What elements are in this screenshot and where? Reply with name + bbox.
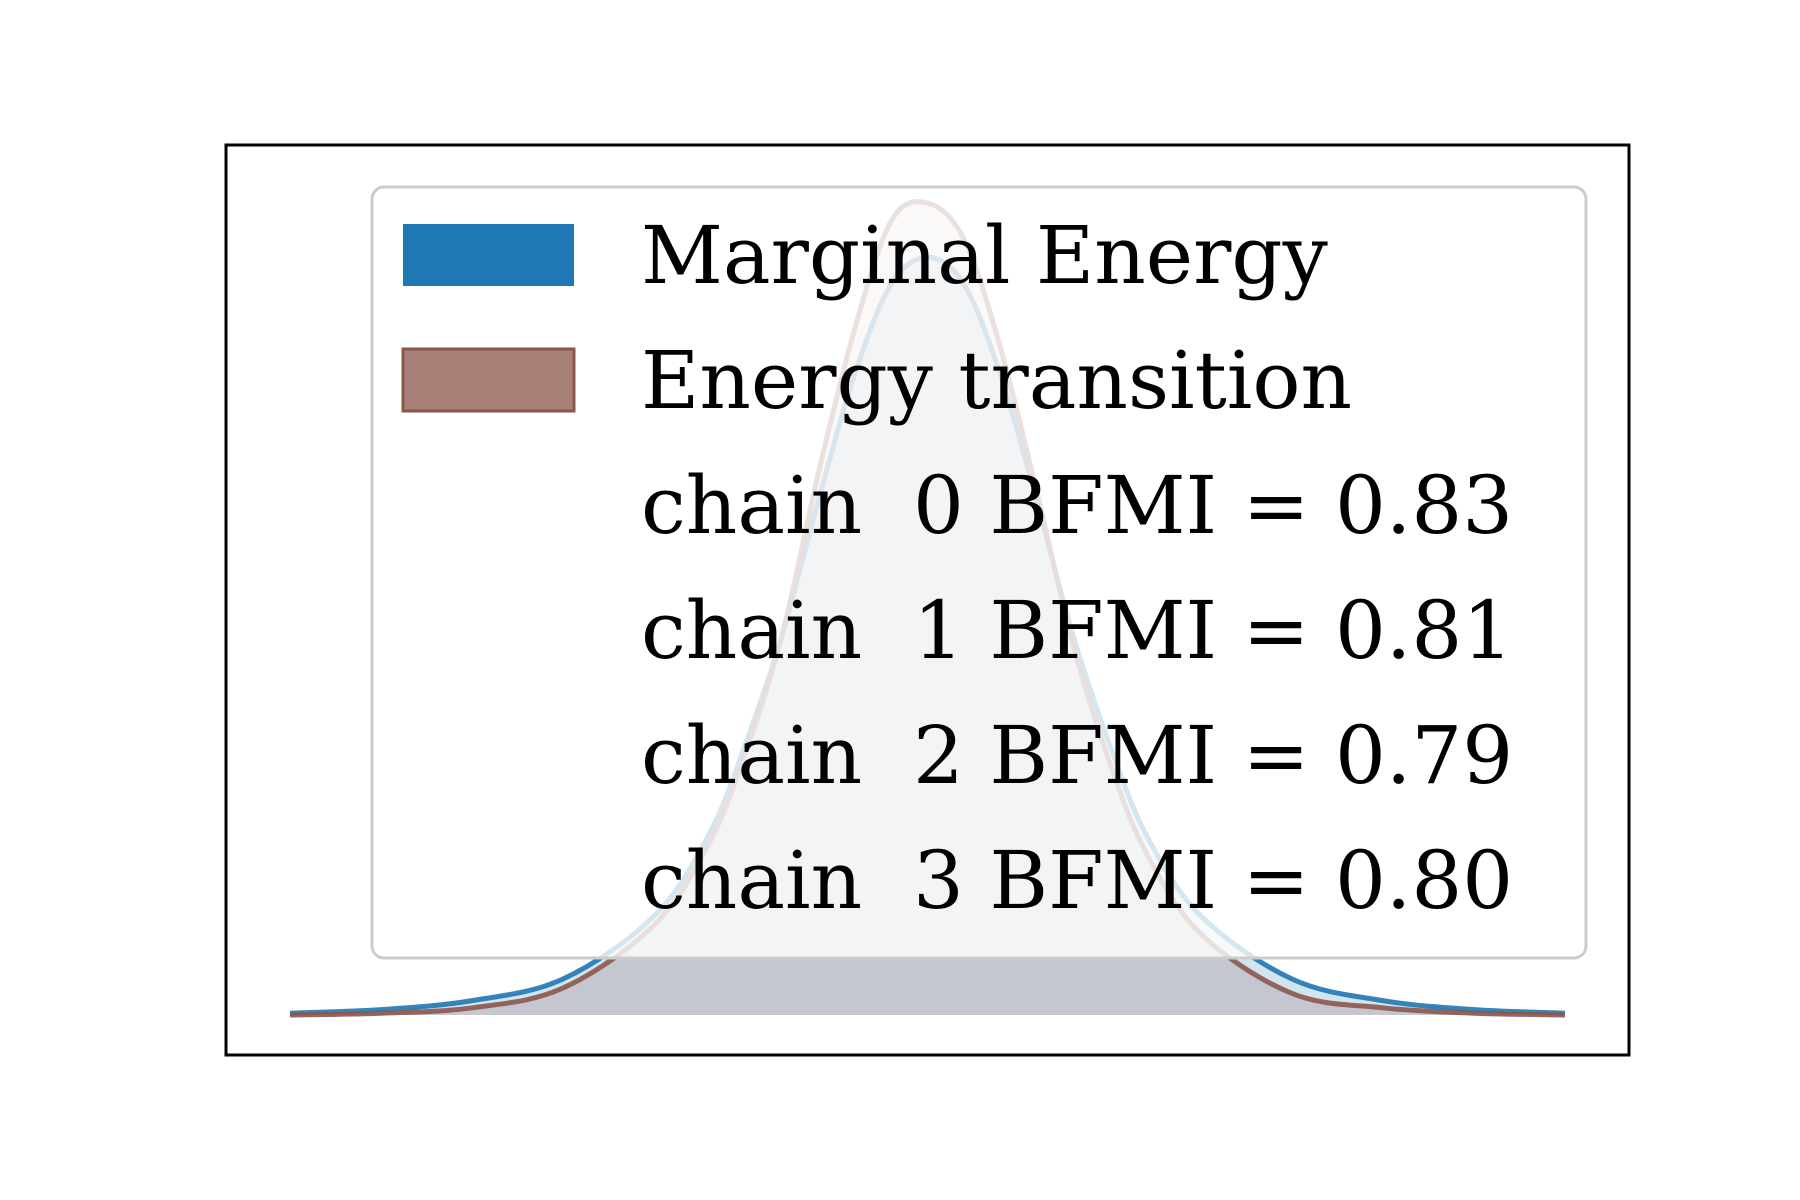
- legend-label-chain-1-bfmi: chain 1 BFMI = 0.81: [641, 584, 1513, 677]
- axes-frame: [224, 143, 1631, 1057]
- legend-swatch-energy-transition: [401, 347, 576, 413]
- legend-box: [370, 185, 1588, 960]
- legend-label-chain-0-bfmi: chain 0 BFMI = 0.83: [641, 459, 1513, 552]
- legend: Marginal Energy Energy transition chain …: [370, 185, 1588, 960]
- legend-label-chain-3-bfmi: chain 3 BFMI = 0.80: [641, 834, 1513, 927]
- legend-label-chain-2-bfmi: chain 2 BFMI = 0.79: [641, 709, 1513, 802]
- legend-label-marginal-energy: Marginal Energy: [641, 209, 1328, 302]
- legend-swatch-marginal-energy: [403, 224, 574, 286]
- legend-label-energy-transition: Energy transition: [641, 334, 1352, 427]
